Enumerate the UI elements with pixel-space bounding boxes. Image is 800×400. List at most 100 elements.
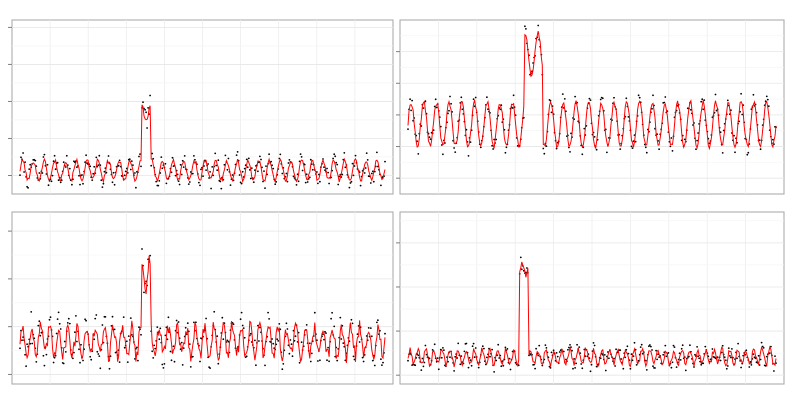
observed-point [489, 355, 491, 358]
observed-point [619, 148, 622, 151]
observed-point [759, 358, 762, 361]
observed-point [504, 151, 507, 154]
observed-point [305, 173, 308, 176]
observed-point [212, 174, 215, 177]
observed-point [137, 359, 139, 362]
observed-point [435, 106, 438, 109]
observed-point [291, 355, 294, 358]
observed-point [608, 357, 610, 360]
observed-point [736, 357, 738, 360]
observed-point [107, 155, 110, 157]
observed-point [572, 367, 574, 370]
observed-point [526, 267, 528, 269]
observed-point [417, 354, 420, 357]
observed-point [492, 148, 494, 150]
observed-point [95, 314, 98, 316]
observed-point [186, 322, 189, 325]
observed-point [272, 342, 275, 345]
observed-point [85, 154, 87, 157]
observed-point [38, 172, 41, 174]
observed-point [296, 173, 299, 176]
observed-point [377, 319, 379, 322]
observed-point [363, 172, 366, 174]
observed-point [35, 361, 38, 363]
observed-point [481, 345, 484, 348]
observed-point [369, 182, 372, 184]
observed-point [259, 155, 261, 158]
observed-point [698, 357, 700, 360]
observed-point [25, 365, 27, 368]
observed-point [431, 349, 434, 351]
observed-point [519, 256, 522, 259]
observed-point [574, 95, 576, 98]
observed-point [465, 342, 468, 345]
observed-point [205, 317, 208, 320]
observed-point [639, 346, 642, 348]
observed-point [614, 365, 616, 367]
observed-point [673, 346, 676, 348]
observed-point [409, 98, 411, 101]
observed-point [92, 172, 95, 175]
observed-point [362, 360, 365, 363]
observed-point [380, 184, 382, 187]
observed-point [658, 356, 660, 358]
observed-point [56, 161, 59, 164]
observed-point [42, 156, 45, 158]
observed-point [299, 153, 302, 156]
observed-point [294, 335, 297, 338]
observed-point [352, 174, 355, 177]
observed-point [545, 347, 548, 349]
observed-point [101, 324, 104, 326]
observed-point [54, 354, 57, 357]
observed-point [437, 368, 440, 371]
observed-point [249, 332, 252, 335]
observed-point [765, 95, 768, 98]
observed-point [154, 347, 157, 350]
observed-point [242, 327, 245, 329]
observed-point [768, 352, 771, 354]
observed-point [277, 340, 280, 342]
observed-point [84, 318, 86, 321]
observed-point [326, 359, 328, 362]
observed-point [633, 341, 636, 344]
observed-point [21, 339, 23, 342]
observed-point [243, 336, 246, 339]
observed-point [640, 343, 643, 346]
observed-point [171, 156, 174, 159]
observed-point [82, 182, 84, 185]
observed-point [495, 138, 498, 141]
observed-point [259, 326, 261, 329]
observed-point [697, 355, 699, 358]
observed-point [333, 325, 336, 328]
observed-point [702, 362, 705, 365]
observed-point [454, 151, 457, 154]
observed-point [434, 98, 437, 101]
observed-point [135, 186, 137, 189]
observed-point [382, 361, 384, 364]
observed-point [350, 318, 353, 321]
observed-point [306, 181, 309, 183]
observed-point [448, 109, 450, 112]
observed-point [136, 346, 138, 349]
observed-point [165, 182, 168, 185]
observed-point [45, 353, 48, 356]
observed-point [96, 350, 99, 353]
observed-point [113, 328, 116, 331]
observed-point [161, 363, 164, 366]
observed-point [271, 338, 273, 340]
observed-point [678, 352, 681, 355]
observed-point [48, 318, 51, 321]
observed-point [150, 164, 153, 167]
observed-point [664, 344, 667, 347]
observed-point [442, 153, 444, 156]
observed-point [365, 152, 368, 155]
observed-point [535, 347, 537, 350]
observed-point [589, 99, 592, 101]
observed-point [556, 355, 559, 358]
observed-point [175, 319, 178, 322]
observed-point [497, 343, 500, 346]
observed-point [630, 353, 633, 356]
observed-point [625, 97, 628, 100]
observed-point [471, 345, 474, 348]
observed-point [43, 364, 46, 367]
